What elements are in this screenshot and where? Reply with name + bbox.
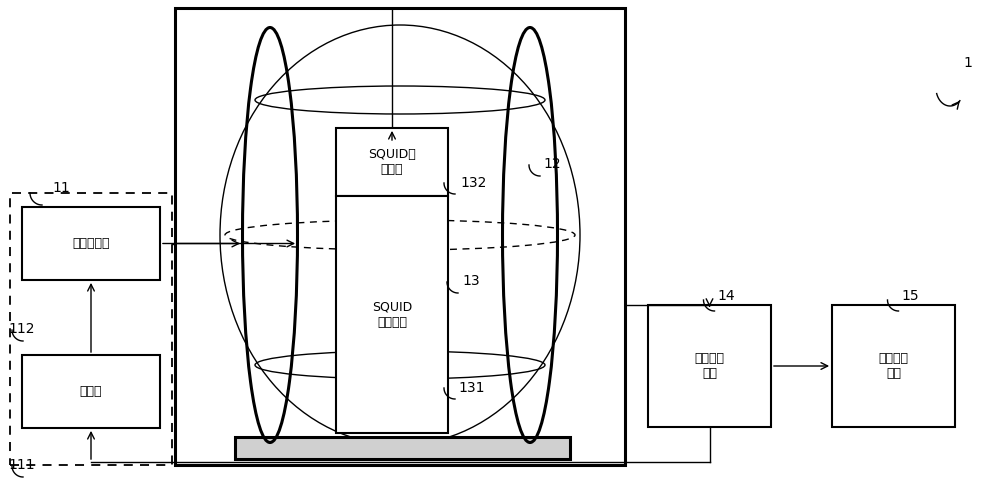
FancyBboxPatch shape	[22, 207, 160, 280]
Text: 信号源: 信号源	[80, 385, 102, 398]
Text: 功率放大器: 功率放大器	[72, 237, 110, 250]
Text: SQUID读
出电路: SQUID读 出电路	[368, 148, 416, 176]
Text: 131: 131	[458, 381, 484, 395]
FancyBboxPatch shape	[336, 128, 448, 196]
Text: 111: 111	[8, 458, 35, 472]
Text: SQUID
测量组件: SQUID 测量组件	[372, 300, 412, 328]
Text: 串扰标定
模块: 串扰标定 模块	[879, 352, 908, 380]
Text: 132: 132	[460, 176, 486, 190]
Text: 112: 112	[8, 322, 34, 336]
Text: 14: 14	[718, 289, 735, 303]
Text: 11: 11	[52, 181, 70, 195]
FancyBboxPatch shape	[832, 305, 955, 427]
FancyBboxPatch shape	[235, 437, 570, 459]
FancyBboxPatch shape	[175, 8, 625, 465]
Text: 15: 15	[902, 289, 919, 303]
Text: 13: 13	[462, 274, 480, 288]
Text: 1: 1	[963, 56, 972, 70]
FancyBboxPatch shape	[336, 196, 448, 433]
FancyBboxPatch shape	[22, 355, 160, 428]
Text: 12: 12	[543, 157, 561, 171]
Text: 测量控制
模块: 测量控制 模块	[694, 352, 724, 380]
FancyBboxPatch shape	[648, 305, 771, 427]
